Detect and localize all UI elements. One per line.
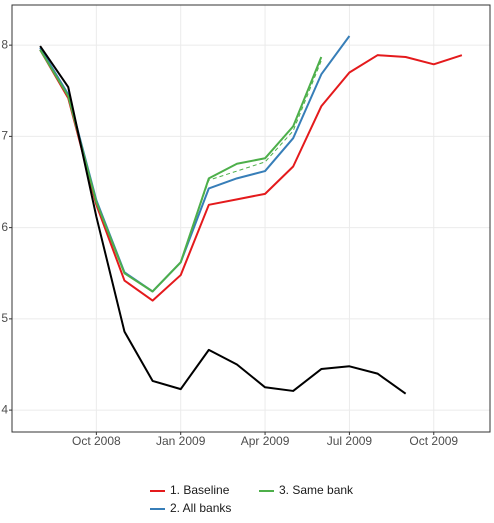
y-tick-label: 6 (1, 220, 8, 234)
series-line (180, 60, 322, 263)
y-tick-label: 5 (1, 311, 8, 325)
legend-label: 1. Baseline (170, 483, 230, 497)
x-tick-label: Jan 2009 (156, 434, 206, 448)
x-tick-label: Apr 2009 (241, 434, 290, 448)
y-tick-label: 7 (1, 129, 8, 143)
y-tick-label: 8 (1, 37, 8, 51)
x-tick-label: Oct 2008 (72, 434, 121, 448)
x-tick-label: Oct 2009 (409, 434, 458, 448)
y-tick-label: 4 (1, 402, 8, 416)
series-line (39, 45, 407, 395)
panel-border (11, 4, 491, 433)
labels: 4 5 6 7 8 Oct 2008 Jan 2009 Apr 2009 Jul 2009 Oct… (1, 37, 458, 515)
series-line (39, 49, 323, 293)
x-tick-label: Jul 2009 (327, 434, 373, 448)
series-line (39, 49, 463, 302)
lines (39, 35, 463, 395)
panel (12, 5, 490, 432)
legend-label: 2. All banks (170, 501, 231, 515)
legend-label: 3. Same bank (279, 483, 354, 497)
